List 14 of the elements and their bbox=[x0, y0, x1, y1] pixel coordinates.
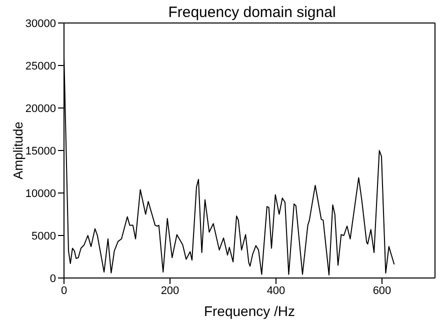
x-tick-label: 600 bbox=[372, 284, 392, 297]
y-tick-label: 15000 bbox=[25, 145, 56, 158]
y-tick-label: 25000 bbox=[25, 60, 56, 72]
x-tick-label: 200 bbox=[160, 284, 180, 297]
y-tick-label: 5000 bbox=[32, 230, 56, 242]
y-tick-label: 10000 bbox=[25, 188, 56, 200]
x-tick-label: 0 bbox=[60, 284, 68, 297]
y-tick-label: 0 bbox=[50, 272, 56, 285]
y-tick-label: 30000 bbox=[25, 18, 56, 30]
chart-title: Frequency domain signal bbox=[167, 4, 337, 21]
y-axis-title: Amplitude bbox=[10, 122, 26, 180]
x-axis-title: Frequency /Hz bbox=[204, 303, 296, 319]
y-tick-label: 20000 bbox=[25, 102, 56, 115]
x-tick-label: 400 bbox=[266, 284, 286, 297]
